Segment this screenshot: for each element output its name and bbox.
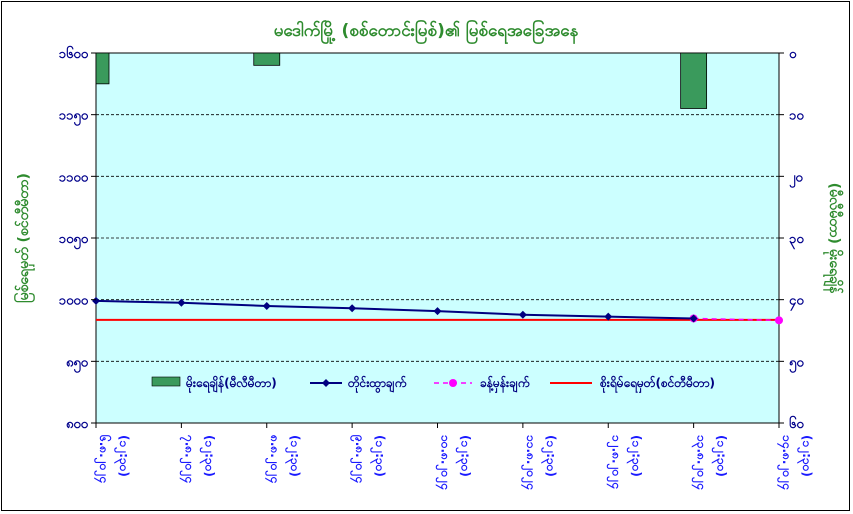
y-left-tick-label: ၁၁၅၀ [59, 109, 89, 127]
x-tick-label: ၁၄.၈.၂၀၂၄ (၁၂:၃၀) [776, 435, 814, 490]
legend-label-observed: တိုင်းထွာချက် [347, 374, 407, 394]
y-right-tick-label: ၃၀ [789, 232, 804, 250]
y-left-tick-label: ၈၀၀ [66, 417, 89, 432]
observed-point [262, 301, 271, 310]
legend-marker-observed [322, 379, 330, 387]
legend: မိုးရေချိန်(မီလီမီတာ) တိုင်းထွာချက် ခန့်မှ… [151, 374, 715, 394]
observed-point [518, 310, 527, 319]
y-right-tick-label: ၂၀ [789, 170, 803, 188]
x-tick-time: (၁၂:၃၀) [198, 435, 216, 477]
observed-point [433, 307, 442, 316]
x-tick-time: (၁၂:၃၀) [284, 435, 302, 477]
rainfall-bar [95, 52, 110, 85]
x-tick-label: ၁၃.၈.၂၀၂၄ (၁၂:၃၀) [691, 435, 729, 490]
x-tick-time: (၁၂:၃၀) [625, 435, 643, 477]
y-right-tick-label: ၆၀ [789, 415, 804, 432]
rainfall-bar [253, 52, 281, 66]
x-tick-time: (၁၂:၃၀) [455, 435, 473, 477]
legend-marker-forecast [449, 379, 457, 387]
x-tick-date: ၁၄.၈.၂၀၂၄ [776, 435, 794, 490]
y-right-tick-label: ၁၀ [789, 109, 804, 124]
x-tick-time: (၁၂:၃၀) [113, 435, 131, 477]
observed-point [604, 312, 613, 321]
x-tick-label: ၁၂.၈.၂၀၂၄ (၁၂:၃၀) [605, 435, 643, 489]
x-tick-date: ၁၁.၈.၂၀၂၄ [520, 435, 538, 490]
x-tick-label: ၇.၈.၂၀၂၄ (၁၂:၃၀) [178, 434, 216, 483]
forecast-point [775, 316, 783, 325]
legend-label-warning: စိုးရိမ်ရေမှတ်(စင်တီမီတာ) [599, 374, 715, 394]
y-right-tick-label: ၅၀ [789, 355, 804, 373]
y-left-tick-label: ၁၁၀၀ [59, 170, 89, 185]
y-right-tick-label: ၀ [789, 47, 797, 62]
rainfall-bars [95, 52, 708, 109]
x-tick-time: (၁၂:၃၀) [711, 435, 729, 477]
x-tick-time: (၁၂:၃၀) [796, 435, 814, 477]
x-tick-label: ၉.၈.၂၀၂၄ (၁၂:၃၀) [349, 434, 387, 483]
x-tick-labels: ၆.၈.၂၀၂၄ (၁၂:၃၀) ၇.၈.၂၀၂၄ (၁၂:၃၀) ၈.၈.၂၀၂၄ (၁… [93, 434, 814, 490]
x-tick-date: ၁၂.၈.၂၀၂၄ [605, 435, 623, 489]
x-tick-label: ၁၀.၈.၂၀၂၄ (၁၂:၃၀) [435, 435, 473, 490]
observed-point [348, 304, 357, 313]
x-tick-time: (၁၂:၃၀) [540, 435, 558, 477]
gridlines [96, 114, 779, 362]
x-tick-date: ၁၀.၈.၂၀၂၄ [435, 435, 453, 490]
x-tick-date: ၁၃.၈.၂၀၂၄ [691, 435, 709, 490]
legend-swatch-rainfall [151, 376, 181, 387]
observed-line [95, 299, 694, 320]
series-lines [92, 296, 783, 325]
observed-point [92, 296, 100, 305]
x-tick-label: ၁၁.၈.၂၀၂၄ (၁၂:၃၀) [520, 435, 558, 490]
rainfall-bar [680, 52, 708, 109]
x-tick-date: ၇.၈.၂၀၂၄ [178, 434, 196, 483]
y-right-tick-label: ၄၀ [789, 294, 804, 312]
y-axis-right-label: (မီလီမီတာ) မိုးရေချိန် [823, 183, 843, 294]
x-tick-date: ၈.၈.၂၀၂၄ [264, 434, 282, 483]
y-axis-left-label: မြစ်ရေမှတ် (စင်တီမီတာ) [14, 173, 35, 303]
legend-label-forecast: ခန့်မှန်းချက် [480, 374, 530, 394]
observed-point [177, 298, 186, 307]
legend-label-rainfall: မိုးရေချိန်(မီလီမီတာ) [185, 374, 277, 394]
y-left-tick-label: ၁၀၀၀ [59, 294, 89, 309]
chart-title: မဒေါက်မြို့ (စစ်တောင်းမြစ်)၏ မြစ်ရေအခြေအ… [274, 18, 579, 45]
x-tick-date: ၆.၈.၂၀၂၄ [93, 434, 113, 483]
y-left-tick-label: ၁၀၅၀ [59, 232, 89, 250]
y-left-tick-label: ၁၆၀၀ [59, 45, 89, 62]
x-tick-label: ၆.၈.၂၀၂၄ (၁၂:၃၀) [93, 434, 131, 483]
x-tick-time: (၁၂:၃၀) [369, 435, 387, 477]
x-tick-date: ၉.၈.၂၀၂၄ [349, 434, 367, 483]
y-left-tick-label: ၈၅၀ [66, 355, 89, 373]
x-tick-label: ၈.၈.၂၀၂၄ (၁၂:၃၀) [264, 434, 302, 483]
observed-point [689, 314, 698, 323]
